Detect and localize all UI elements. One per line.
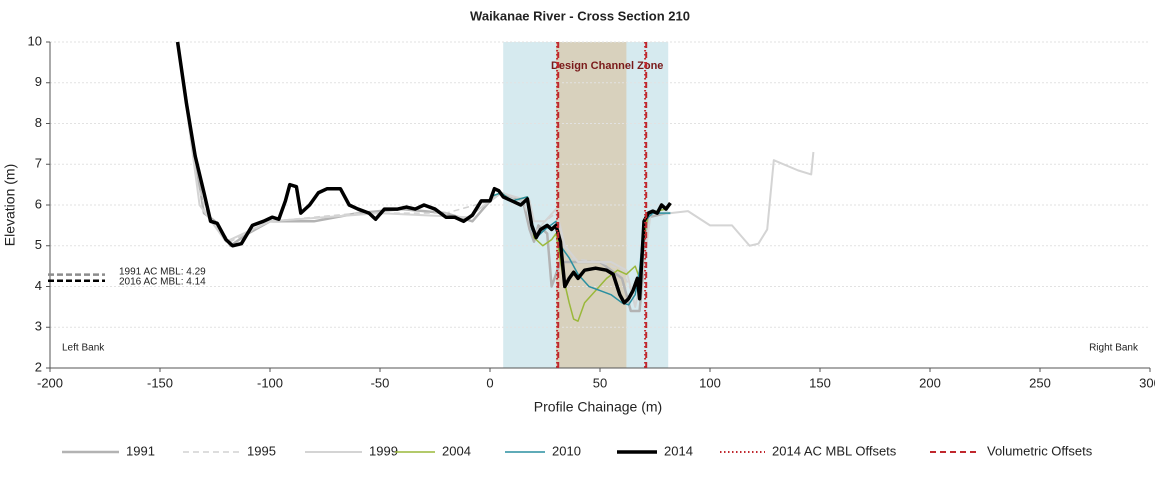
y-tick-label: 5 — [35, 237, 42, 252]
series-line — [175, 41, 672, 305]
annotation: Right Bank — [1089, 342, 1139, 353]
chart-title: Waikanae River - Cross Section 210 — [470, 8, 690, 23]
y-tick-label: 10 — [28, 33, 42, 48]
annotation: Left Bank — [62, 342, 105, 353]
legend-label: 2010 — [552, 443, 581, 458]
legend-label: 2014 — [664, 443, 693, 458]
zone-label: Design Channel Zone — [551, 60, 663, 72]
x-tick-label: -150 — [147, 375, 173, 390]
x-tick-label: 250 — [1029, 375, 1051, 390]
x-tick-label: 300 — [1139, 375, 1155, 390]
y-tick-label: 7 — [35, 156, 42, 171]
mbl-label: 2016 AC MBL: 4.14 — [119, 276, 206, 287]
x-tick-label: 150 — [809, 375, 831, 390]
x-tick-label: -50 — [371, 375, 390, 390]
y-tick-label: 4 — [35, 278, 42, 293]
x-tick-label: -100 — [257, 375, 283, 390]
legend-label: 2014 AC MBL Offsets — [772, 443, 897, 458]
mbl-label: 1991 AC MBL: 4.29 — [119, 266, 206, 277]
y-tick-label: 6 — [35, 196, 42, 211]
x-axis-label: Profile Chainage (m) — [534, 399, 662, 415]
x-tick-label: -200 — [37, 375, 63, 390]
legend-label: Volumetric Offsets — [987, 443, 1093, 458]
x-tick-label: 0 — [486, 375, 493, 390]
x-tick-label: 50 — [593, 375, 607, 390]
y-tick-label: 9 — [35, 74, 42, 89]
x-tick-label: 200 — [919, 375, 941, 390]
legend-label: 2004 — [442, 443, 471, 458]
legend-label: 1999 — [369, 443, 398, 458]
legend-label: 1991 — [126, 443, 155, 458]
y-axis-label: Elevation (m) — [2, 164, 18, 246]
x-tick-label: 100 — [699, 375, 721, 390]
y-tick-label: 8 — [35, 115, 42, 130]
legend-label: 1995 — [247, 443, 276, 458]
y-tick-label: 3 — [35, 319, 42, 334]
y-tick-label: 2 — [35, 359, 42, 374]
series-line — [176, 41, 815, 308]
